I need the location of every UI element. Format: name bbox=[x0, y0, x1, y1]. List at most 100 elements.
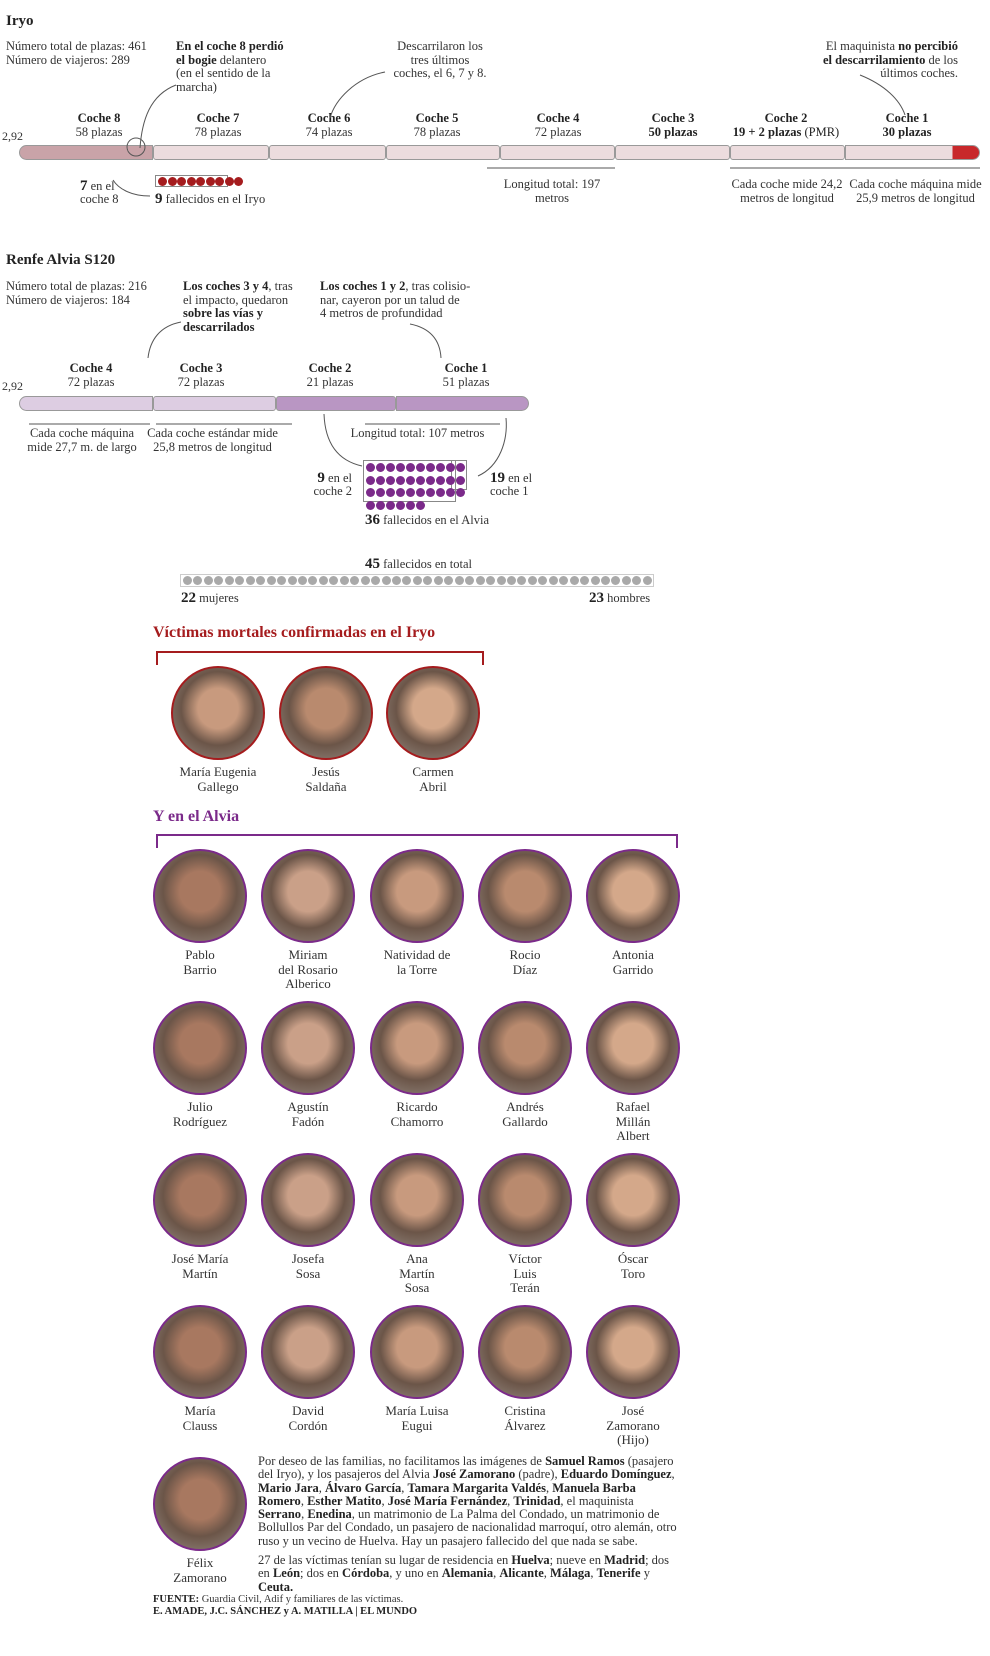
text: (pasajero del Iryo), y los pasajeros del… bbox=[258, 1454, 674, 1482]
victim-name: Andrés Gallardo bbox=[502, 1099, 548, 1129]
death-dot bbox=[416, 488, 425, 497]
text: ; dos en bbox=[258, 1553, 670, 1581]
death-dot bbox=[416, 463, 425, 472]
arrow-bogie bbox=[139, 84, 177, 149]
bold-text: Madrid bbox=[604, 1553, 646, 1568]
victim-photo bbox=[153, 849, 247, 943]
alvia-total-seats: Número total de plazas: 216 bbox=[6, 279, 147, 293]
iryo-passengers: Número de viajeros: 289 bbox=[6, 52, 130, 67]
iryo-car-label: Coche 4 72 plazas bbox=[535, 111, 582, 139]
iryo-car-label: Coche 1 30 plazas bbox=[882, 111, 932, 139]
text: , bbox=[507, 1493, 514, 1508]
source: FUENTE: Guardia Civil, Adif y familiares… bbox=[153, 1594, 417, 1618]
arrow-12 bbox=[409, 323, 442, 359]
death-dot bbox=[339, 576, 349, 585]
text: , bbox=[545, 1480, 553, 1495]
count: 22 bbox=[181, 590, 196, 606]
bold-text: Alemania bbox=[441, 1566, 494, 1581]
text: , bbox=[300, 1493, 308, 1508]
bold-text: Esther Matito bbox=[307, 1493, 382, 1508]
bold-text: Alicante bbox=[499, 1566, 544, 1581]
victim-photo bbox=[261, 1305, 355, 1399]
note-paragraph: 27 de las víctimas tenían su lugar de re… bbox=[258, 1553, 678, 1594]
text: , tras colisio- nar, cayeron por un talu… bbox=[320, 279, 471, 320]
victim-name: Miriam del Rosario Alberico bbox=[278, 947, 338, 991]
total-deaths: 45 fallecidos en total bbox=[365, 557, 472, 572]
alvia-victims-title: Y en el Alvia bbox=[153, 808, 240, 825]
iryo-victims-title: Víctimas mortales confirmadas en el Iryo bbox=[153, 624, 436, 641]
death-dot bbox=[256, 576, 266, 585]
text: , bbox=[493, 1566, 500, 1581]
death-dot bbox=[287, 576, 297, 585]
alvia-coach1-deaths: 19 en el coche 1 bbox=[490, 471, 532, 498]
iryo-car-label: Coche 8 58 plazas bbox=[76, 111, 123, 139]
iryo-total-seats: Número total de plazas: 461 bbox=[6, 39, 147, 53]
victim-name: Ana Martín Sosa bbox=[399, 1251, 435, 1295]
victim-name: Carmen Abril bbox=[412, 764, 454, 794]
death-dot bbox=[308, 576, 318, 585]
death-dot bbox=[318, 576, 328, 585]
death-dot bbox=[234, 177, 243, 186]
death-dot bbox=[559, 576, 569, 585]
death-dot bbox=[406, 463, 415, 472]
alvia-bracket bbox=[156, 834, 678, 848]
victim-photo bbox=[586, 849, 680, 943]
death-dot bbox=[456, 475, 465, 485]
death-dot bbox=[590, 576, 600, 585]
death-dot bbox=[183, 576, 192, 585]
iryo-note-derail: Descarrilaron los tres últimos coches, e… bbox=[393, 39, 487, 80]
car-seats: 30 plazas bbox=[882, 124, 932, 139]
bold-text: Manuela Barba Romero bbox=[258, 1480, 636, 1508]
victim-photo bbox=[261, 1153, 355, 1247]
car-seats: 50 plazas bbox=[648, 124, 698, 139]
death-dot bbox=[396, 463, 405, 472]
death-dot bbox=[214, 576, 224, 585]
victim-name: José María Martín bbox=[171, 1251, 229, 1281]
alvia-car bbox=[19, 396, 153, 411]
victim-name: Rafael Millán Albert bbox=[615, 1099, 651, 1143]
victim-name: Pablo Barrio bbox=[183, 947, 217, 977]
bold-text: Trinidad bbox=[513, 1493, 561, 1508]
alvia-car-label: Coche 4 72 plazas bbox=[67, 361, 115, 389]
iryo-car-label: Coche 6 74 plazas bbox=[306, 111, 353, 139]
arrow-coach1 bbox=[477, 417, 507, 477]
text: , bbox=[318, 1480, 325, 1495]
victim-photo bbox=[279, 666, 373, 760]
death-dot bbox=[297, 576, 307, 585]
death-dot bbox=[245, 576, 255, 585]
alvia-deaths: 36 fallecidos en el Alvia bbox=[365, 513, 489, 528]
label: fallecidos en el Iryo bbox=[162, 192, 266, 206]
death-dot bbox=[456, 463, 465, 472]
death-dot bbox=[538, 576, 548, 585]
iryo-car-label: Coche 2 19 + 2 plazas (PMR) bbox=[732, 111, 839, 139]
death-dot bbox=[186, 177, 196, 186]
iryo-car bbox=[269, 145, 386, 160]
death-dot bbox=[386, 463, 395, 472]
arrow-coach8 bbox=[112, 179, 151, 197]
death-dot bbox=[376, 488, 385, 497]
car-name: Coche 4 bbox=[69, 361, 113, 375]
men-count: 23 hombres bbox=[589, 591, 650, 606]
death-dot bbox=[205, 177, 215, 186]
car-seats: 21 plazas bbox=[306, 374, 354, 389]
bold-text: Álvaro García bbox=[325, 1480, 402, 1495]
car-name: Coche 1 bbox=[444, 361, 488, 375]
death-dot bbox=[517, 576, 527, 585]
bold-text: José Zamorano bbox=[432, 1467, 516, 1482]
iryo-deaths: 9 fallecidos en el Iryo bbox=[155, 192, 266, 207]
death-dot bbox=[426, 488, 435, 497]
death-dot bbox=[406, 488, 415, 497]
car-seats: 72 plazas bbox=[67, 374, 115, 389]
death-dot bbox=[436, 488, 445, 497]
victim-name: Rocio Díaz bbox=[509, 947, 541, 977]
label: en el coche 2 bbox=[313, 471, 352, 498]
iryo-coach8-deaths: 7 en el coche 8 bbox=[80, 179, 119, 206]
death-dot bbox=[376, 500, 385, 510]
car-seats: 19 + 2 plazas bbox=[732, 124, 802, 139]
text: , bbox=[671, 1467, 675, 1482]
victim-photo bbox=[153, 1305, 247, 1399]
death-dot bbox=[177, 177, 186, 186]
victim-photo bbox=[153, 1153, 247, 1247]
death-dot bbox=[158, 177, 167, 186]
total-dots-box bbox=[180, 574, 654, 587]
